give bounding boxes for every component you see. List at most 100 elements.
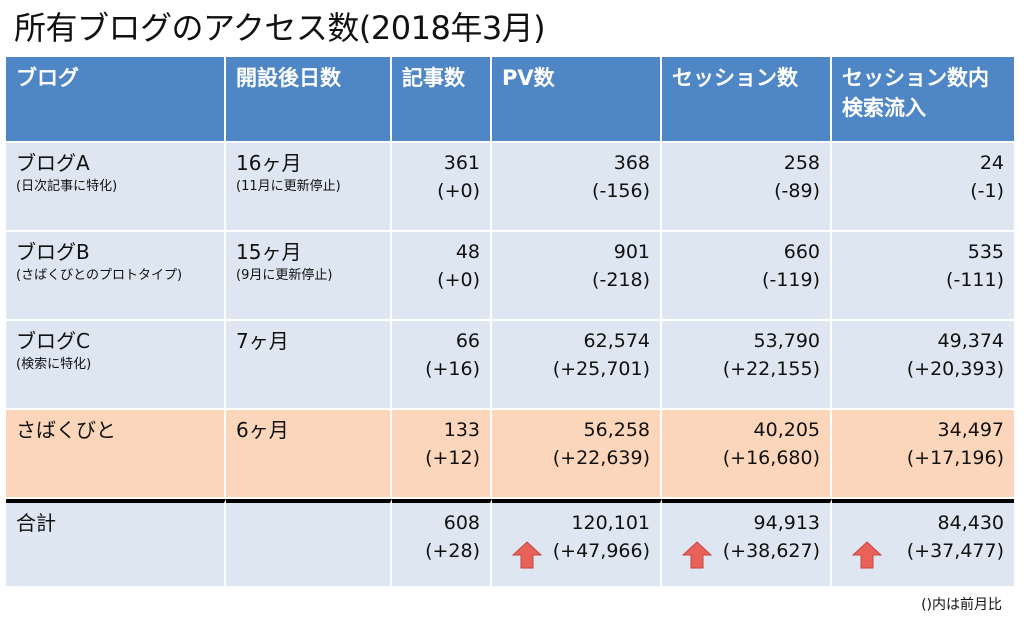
total-search-value: 84,430 xyxy=(937,512,1004,534)
arrow-up-icon xyxy=(852,541,882,569)
blog-age-note: (11月に更新停止) xyxy=(236,179,341,194)
pv-value: 368 xyxy=(613,152,650,174)
age-cell: 7ヶ月 xyxy=(226,321,392,410)
blog-age: 6ヶ月 xyxy=(236,418,289,442)
age-cell: 6ヶ月 xyxy=(226,410,392,499)
pv-cell: 901 (-218) xyxy=(492,232,662,321)
total-label-cell: 合計 xyxy=(6,499,226,588)
age-cell: 15ヶ月 (9月に更新停止) xyxy=(226,232,392,321)
total-articles-value: 608 xyxy=(443,512,480,534)
sessions-value: 40,205 xyxy=(753,419,820,441)
header-search: セッション数内 検索流入 xyxy=(832,57,1014,143)
arrow-up-icon xyxy=(682,541,712,569)
blog-note: (日次記事に特化) xyxy=(16,179,118,194)
search-value: 535 xyxy=(967,241,1004,263)
total-search-cell: 84,430 (+37,477) xyxy=(832,499,1014,588)
blog-name: さばくびと xyxy=(16,418,116,442)
articles-value: 66 xyxy=(455,330,480,352)
articles-cell: 361 (+0) xyxy=(392,143,492,232)
articles-delta: (+0) xyxy=(437,180,480,202)
sessions-delta: (-119) xyxy=(762,269,820,291)
articles-value: 361 xyxy=(443,152,480,174)
table-row-highlighted: さばくびと 6ヶ月 133 (+12) 56,258 (+22,639) 40,… xyxy=(6,410,1014,499)
blog-note: (検索に特化) xyxy=(16,357,92,372)
header-days: 開設後日数 xyxy=(226,57,392,143)
table-row: ブログC (検索に特化) 7ヶ月 66 (+16) 62,574 (+25,70… xyxy=(6,321,1014,410)
pv-delta: (-218) xyxy=(592,269,650,291)
articles-cell: 48 (+0) xyxy=(392,232,492,321)
articles-delta: (+12) xyxy=(425,447,480,469)
header-days-label: 開設後日数 xyxy=(236,66,341,90)
pv-delta: (-156) xyxy=(592,180,650,202)
blog-age: 16ヶ月 xyxy=(236,151,302,175)
blog-name: ブログC xyxy=(16,329,90,353)
search-delta: (+20,393) xyxy=(906,358,1004,380)
search-value: 49,374 xyxy=(937,330,1004,352)
total-age-cell xyxy=(226,499,392,588)
header-pv: PV数 xyxy=(492,57,662,143)
blog-age: 7ヶ月 xyxy=(236,329,289,353)
blog-access-table: ブログ 開設後日数 記事数 PV数 セッション数 セッション数内 検索流入 ブロ… xyxy=(6,57,1014,588)
header-search-label-line2: 検索流入 xyxy=(842,96,926,120)
pv-value: 56,258 xyxy=(583,419,650,441)
pv-cell: 62,574 (+25,701) xyxy=(492,321,662,410)
age-cell: 16ヶ月 (11月に更新停止) xyxy=(226,143,392,232)
blog-cell: ブログC (検索に特化) xyxy=(6,321,226,410)
sessions-delta: (+22,155) xyxy=(722,358,820,380)
footnote: ()内は前月比 xyxy=(921,597,1002,613)
sessions-delta: (-89) xyxy=(774,180,820,202)
header-sessions-label: セッション数 xyxy=(672,66,798,90)
search-cell: 24 (-1) xyxy=(832,143,1014,232)
total-pv-value: 120,101 xyxy=(571,512,650,534)
sessions-cell: 53,790 (+22,155) xyxy=(662,321,832,410)
total-articles-delta: (+28) xyxy=(425,540,480,562)
blog-name: ブログA xyxy=(16,151,90,175)
blog-cell: ブログB (さばくびとのプロトタイプ) xyxy=(6,232,226,321)
blog-cell: ブログA (日次記事に特化) xyxy=(6,143,226,232)
pv-delta: (+25,701) xyxy=(552,358,650,380)
total-pv-cell: 120,101 (+47,966) xyxy=(492,499,662,588)
pv-cell: 368 (-156) xyxy=(492,143,662,232)
search-delta: (-1) xyxy=(970,180,1004,202)
header-articles: 記事数 xyxy=(392,57,492,143)
header-search-label-line1: セッション数内 xyxy=(842,66,989,90)
blog-age: 15ヶ月 xyxy=(236,240,302,264)
pv-value: 62,574 xyxy=(583,330,650,352)
articles-delta: (+0) xyxy=(437,269,480,291)
header-articles-label: 記事数 xyxy=(402,66,465,90)
header-pv-label: PV数 xyxy=(502,66,555,90)
blog-age-note: (9月に更新停止) xyxy=(236,268,333,283)
page-title: 所有ブログのアクセス数(2018年3月) xyxy=(14,9,546,47)
search-delta: (+17,196) xyxy=(906,447,1004,469)
pv-value: 901 xyxy=(613,241,650,263)
header-sessions: セッション数 xyxy=(662,57,832,143)
total-sessions-cell: 94,913 (+38,627) xyxy=(662,499,832,588)
header-blog: ブログ xyxy=(6,57,226,143)
total-pv-delta: (+47,966) xyxy=(552,540,650,562)
total-row: 合計 608 (+28) 120,101 (+47,966) 94,913 (+… xyxy=(6,499,1014,588)
total-sessions-value: 94,913 xyxy=(753,512,820,534)
blog-cell: さばくびと xyxy=(6,410,226,499)
search-cell: 34,497 (+17,196) xyxy=(832,410,1014,499)
sessions-cell: 660 (-119) xyxy=(662,232,832,321)
total-sessions-delta: (+38,627) xyxy=(722,540,820,562)
sessions-delta: (+16,680) xyxy=(722,447,820,469)
sessions-cell: 40,205 (+16,680) xyxy=(662,410,832,499)
total-search-delta: (+37,477) xyxy=(906,540,1004,562)
sessions-value: 660 xyxy=(783,241,820,263)
blog-note: (さばくびとのプロトタイプ) xyxy=(16,268,183,283)
table-row: ブログB (さばくびとのプロトタイプ) 15ヶ月 (9月に更新停止) 48 (+… xyxy=(6,232,1014,321)
search-delta: (-111) xyxy=(946,269,1004,291)
pv-delta: (+22,639) xyxy=(552,447,650,469)
arrow-up-icon xyxy=(512,541,542,569)
total-label: 合計 xyxy=(16,511,56,535)
sessions-value: 258 xyxy=(783,152,820,174)
header-blog-label: ブログ xyxy=(16,66,79,90)
header-row: ブログ 開設後日数 記事数 PV数 セッション数 セッション数内 検索流入 xyxy=(6,57,1014,143)
total-articles-cell: 608 (+28) xyxy=(392,499,492,588)
articles-value: 48 xyxy=(455,241,480,263)
articles-value: 133 xyxy=(443,419,480,441)
table-row: ブログA (日次記事に特化) 16ヶ月 (11月に更新停止) 361 (+0) … xyxy=(6,143,1014,232)
articles-delta: (+16) xyxy=(425,358,480,380)
search-value: 34,497 xyxy=(937,419,1004,441)
